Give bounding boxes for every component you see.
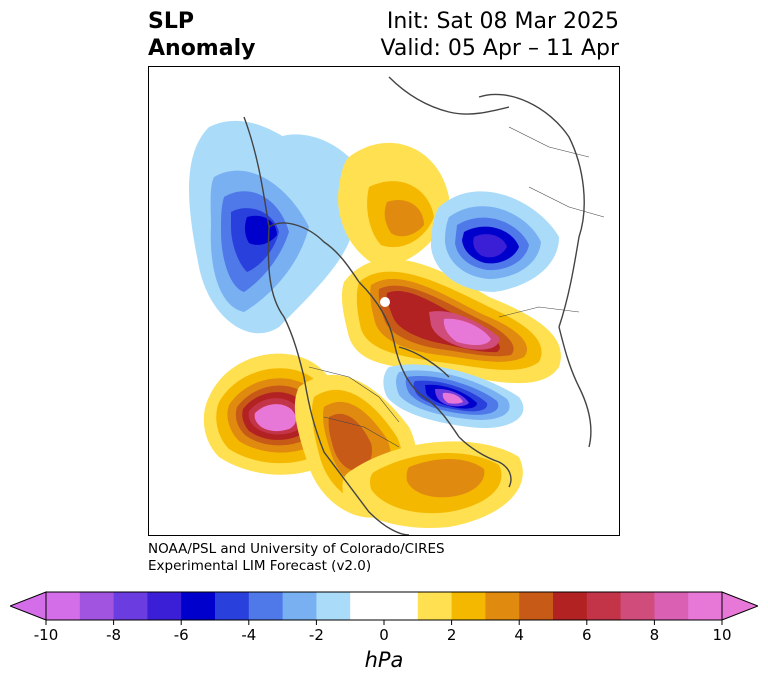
- siberian-low-contours: [431, 191, 559, 292]
- colorbar-tick-label: 8: [649, 626, 660, 644]
- colorbar-bin: [248, 592, 284, 620]
- colorbar: [10, 591, 758, 625]
- colorbar-bin: [654, 592, 689, 620]
- colorbar-ticks: -10 -8 -6 -4 -2 0 2 4 6 8 10: [0, 626, 768, 646]
- credit-line-1: NOAA/PSL and University of Colorado/CIRE…: [148, 541, 445, 557]
- colorbar-tick-label: -10: [33, 626, 59, 644]
- colorbar-bin: [417, 592, 453, 620]
- colorbar-bin: [586, 592, 622, 620]
- colorbar-tick-label: 4: [514, 626, 524, 644]
- colorbar-bin: [282, 592, 317, 620]
- colorbar-tick-label: -4: [241, 626, 257, 644]
- beaufort-high-contours: [338, 142, 449, 267]
- missing-data-dot: [380, 297, 390, 307]
- colorbar-bin: [316, 592, 351, 620]
- colorbar-tick-label: 0: [379, 626, 389, 644]
- init-date: Init: Sat 08 Mar 2025: [386, 9, 619, 34]
- colorbar-unit-label: hPa: [364, 648, 404, 672]
- colorbar-bin: [147, 592, 182, 620]
- colorbar-bin: [79, 592, 115, 620]
- colorbar-bin: [553, 592, 588, 620]
- forecast-dates: Init: Sat 08 Mar 2025 Valid: 05 Apr – 11…: [381, 8, 620, 62]
- polar-map: [148, 66, 620, 536]
- colorbar-bin: [485, 592, 520, 620]
- colorbar-bin: [350, 592, 385, 620]
- colorbar-tick-label: 10: [712, 626, 732, 644]
- colorbar-over-arrow: [721, 591, 758, 621]
- colorbar-bin: [113, 592, 148, 620]
- colorbar-tick-label: -8: [106, 626, 122, 644]
- colorbar-bin: [46, 592, 81, 620]
- coastlines: [243, 76, 592, 535]
- title-variable: SLP: [148, 9, 194, 34]
- colorbar-tick-label: 6: [582, 626, 592, 644]
- colorbar-bin: [181, 592, 216, 620]
- colorbar-bin: [451, 592, 486, 620]
- colorbar-tick-label: 2: [446, 626, 457, 644]
- colorbar-tick-label: -6: [173, 626, 189, 644]
- valid-dates: Valid: 05 Apr – 11 Apr: [380, 36, 620, 61]
- country-borders: [308, 126, 605, 448]
- colorbar-bin: [620, 592, 655, 620]
- colorbar-bin: [384, 592, 419, 620]
- colorbar-bin: [688, 592, 723, 620]
- anomaly-map-svg: [189, 76, 605, 535]
- title-variable-type: Anomaly: [148, 36, 256, 61]
- credit-text: NOAA/PSL and University of Colorado/CIRE…: [148, 541, 445, 575]
- subtropical-atlantic-high-contours: [342, 441, 523, 528]
- map-title: SLP Anomaly: [148, 8, 255, 62]
- colorbar-under-arrow: [10, 591, 47, 621]
- colorbar-bin: [215, 592, 250, 620]
- credit-line-2: Experimental LIM Forecast (v2.0): [148, 558, 372, 574]
- colorbar-tick-label: -2: [308, 626, 324, 644]
- colorbar-bin: [519, 592, 554, 620]
